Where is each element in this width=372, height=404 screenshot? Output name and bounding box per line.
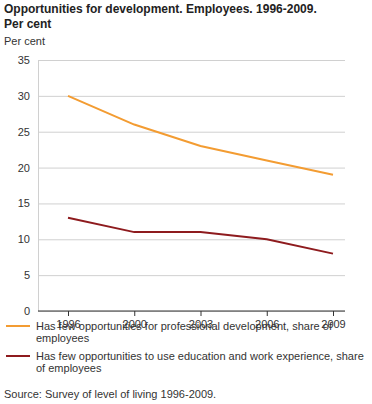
y-tick-label: 35	[18, 54, 30, 66]
y-tick: 5	[24, 269, 345, 281]
y-tick: 30	[18, 90, 345, 102]
grid-line	[38, 239, 345, 240]
x-tick-mark	[68, 311, 69, 316]
text-line: employees	[36, 332, 90, 344]
y-tick-label: 5	[24, 269, 30, 281]
y-axis-line	[39, 61, 346, 312]
text-line: Has few opportunities for professional d…	[36, 320, 333, 332]
y-tick: 0	[24, 305, 345, 317]
legend-label: Has few opportunities for professional d…	[36, 320, 333, 344]
y-tick: 25	[18, 126, 345, 138]
x-tick-mark	[201, 311, 202, 316]
source-note: Source: Survey of level of living 1996-2…	[4, 388, 216, 400]
legend-label: Has few opportunities to use education a…	[36, 350, 364, 374]
grid-line	[38, 132, 345, 133]
title: Opportunities for development. Employees…	[4, 2, 317, 16]
grid-line	[38, 60, 345, 61]
chart: Opportunities for development. Employees…	[0, 0, 372, 404]
legend-swatch	[6, 325, 30, 327]
grid-line	[38, 275, 345, 276]
plot-area	[68, 96, 333, 254]
y-tick-label: 20	[18, 162, 30, 174]
legend: Has few opportunities for professional d…	[6, 320, 364, 374]
y-axis-label: Per cent	[4, 35, 45, 47]
y-tick-label: 15	[18, 197, 30, 209]
text-line: Has few opportunities to use education a…	[36, 350, 364, 362]
y-tick: 10	[18, 233, 345, 245]
text-line: of employees	[36, 362, 102, 374]
subtitle: Per cent	[4, 17, 51, 31]
y-tick-label: 10	[18, 233, 30, 245]
x-tick-mark	[134, 311, 135, 316]
x-tick-mark	[333, 311, 334, 316]
y-axis: 0 5 10 15 20 25 30 35	[18, 54, 345, 317]
series-line	[68, 96, 333, 175]
x-tick-mark	[267, 311, 268, 316]
y-tick-label: 30	[18, 90, 30, 102]
x-axis-line	[38, 311, 345, 312]
y-tick: 15	[18, 197, 345, 209]
y-tick: 35	[18, 54, 345, 66]
y-tick-label: 25	[18, 126, 30, 138]
series-line	[68, 218, 333, 254]
legend-swatch	[6, 355, 30, 357]
grid-line	[38, 96, 345, 97]
grid-line	[38, 203, 345, 204]
y-tick-label: 0	[24, 305, 30, 317]
grid-line	[38, 311, 345, 312]
